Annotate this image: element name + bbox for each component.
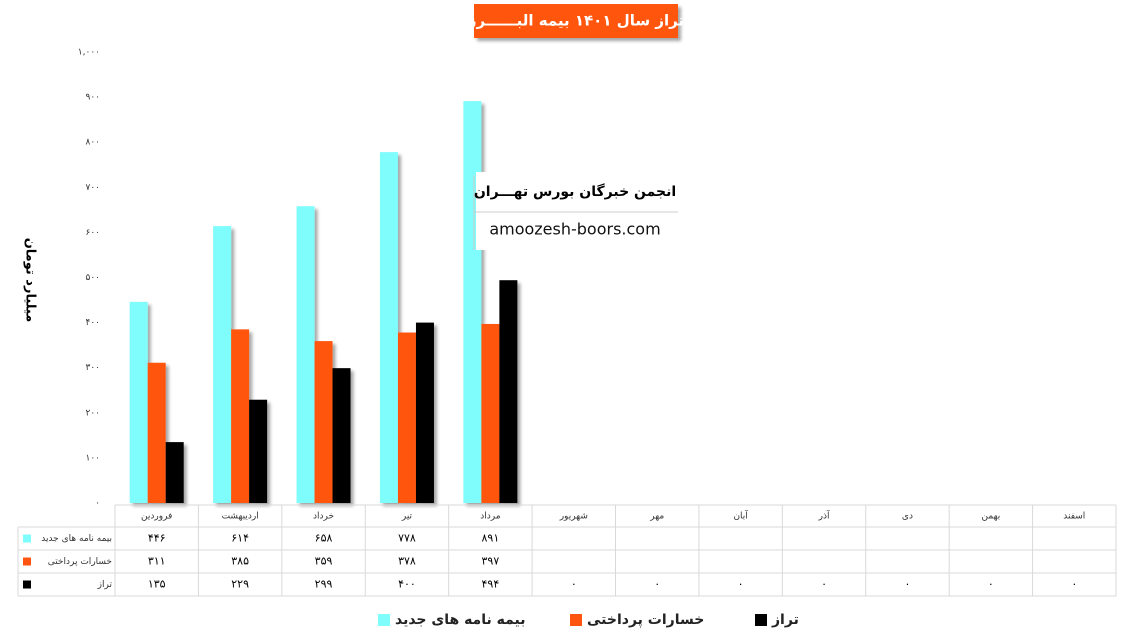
legend-label: بیمه نامه های جدید bbox=[395, 612, 525, 628]
bar bbox=[415, 322, 434, 503]
watermark-box bbox=[476, 172, 678, 250]
table-value: ۴۴۶ bbox=[148, 532, 166, 545]
table-value: ۴۹۴ bbox=[482, 578, 500, 591]
bar bbox=[332, 368, 351, 503]
bar bbox=[129, 301, 148, 503]
y-tick-label: ۶۰۰ bbox=[85, 228, 100, 238]
table-value: ۳۱۱ bbox=[148, 555, 166, 568]
table-value: ۰ bbox=[821, 578, 827, 591]
x-tick-label: بهمن bbox=[982, 512, 1001, 522]
table-row-label: بیمه نامه های جدید bbox=[41, 534, 112, 544]
table-value: ۴۰۰ bbox=[398, 578, 416, 591]
table-value: ۳۸۵ bbox=[231, 555, 249, 568]
legend-key bbox=[755, 614, 767, 626]
table-value: ۶۱۴ bbox=[231, 532, 249, 545]
bar bbox=[231, 329, 250, 503]
table-value: ۰ bbox=[654, 578, 660, 591]
x-tick-label: فروردین bbox=[141, 512, 172, 522]
chart-title: تراز سال ۱۴۰۱ بیمه البــــــرز bbox=[467, 12, 684, 30]
legend-label: تراز bbox=[771, 612, 799, 628]
table-value: ۱۳۵ bbox=[148, 578, 166, 591]
bar bbox=[499, 280, 518, 503]
table-value: ۰ bbox=[904, 578, 910, 591]
table-legend-key bbox=[23, 534, 31, 543]
x-tick-label: اسفند bbox=[1063, 512, 1085, 522]
table-value: ۲۹۹ bbox=[315, 578, 333, 591]
table-value: ۰ bbox=[571, 578, 577, 591]
x-tick-label: مهر bbox=[649, 512, 664, 522]
y-tick-label: ۳۰۰ bbox=[85, 363, 100, 373]
table-value: ۷۷۸ bbox=[398, 532, 416, 545]
y-axis-label: میلیارد تومان bbox=[23, 238, 38, 323]
y-tick-label: ۱۰۰ bbox=[85, 453, 100, 463]
legend-key bbox=[570, 614, 582, 626]
table-value: ۸۹۱ bbox=[482, 532, 500, 545]
table-value: ۶۵۸ bbox=[315, 532, 333, 545]
legend-key bbox=[378, 614, 390, 626]
bar bbox=[296, 206, 315, 503]
x-tick-label: شهریور bbox=[559, 512, 588, 522]
x-tick-label: مرداد bbox=[480, 512, 500, 522]
table-row-label: تراز bbox=[97, 580, 113, 590]
table-value: ۳۷۸ bbox=[398, 555, 416, 568]
x-tick-label: آبان bbox=[733, 510, 748, 522]
watermark-url: amoozesh-boors.com bbox=[489, 220, 660, 239]
y-tick-label: ۰ bbox=[95, 499, 100, 509]
table-row-label: خسارات پرداختی bbox=[48, 557, 112, 567]
table-value: ۰ bbox=[1071, 578, 1077, 591]
table-value: ۰ bbox=[738, 578, 744, 591]
bar bbox=[165, 442, 184, 503]
x-tick-label: تیر bbox=[401, 512, 413, 522]
table-value: ۳۵۹ bbox=[315, 555, 333, 568]
legend-label: خسارات پرداختی bbox=[587, 612, 704, 628]
table-legend-key bbox=[23, 580, 31, 589]
title-box bbox=[474, 4, 678, 38]
y-tick-label: ۴۰۰ bbox=[85, 318, 100, 328]
table-value: ۳۹۷ bbox=[482, 555, 500, 568]
y-tick-label: ۲۰۰ bbox=[85, 408, 100, 418]
bar bbox=[147, 362, 166, 503]
bar bbox=[379, 152, 398, 503]
table-legend-key bbox=[23, 557, 31, 566]
y-tick-label: ۷۰۰ bbox=[85, 183, 100, 193]
x-tick-label: خرداد bbox=[313, 512, 334, 522]
bar bbox=[463, 101, 482, 503]
y-tick-label: ۹۰۰ bbox=[85, 93, 100, 103]
y-tick-label: ۵۰۰ bbox=[85, 273, 100, 283]
x-tick-label: اردیبهشت bbox=[222, 512, 259, 522]
x-tick-label: آذر bbox=[818, 510, 830, 522]
y-tick-label: ۸۰۰ bbox=[85, 138, 100, 148]
watermark-title: انجمن خبرگان بورس تهـــران bbox=[474, 183, 676, 200]
x-tick-label: دی bbox=[902, 512, 913, 522]
bar bbox=[249, 399, 268, 503]
y-tick-label: ۱,۰۰۰ bbox=[78, 48, 100, 58]
bar bbox=[213, 226, 232, 503]
table-value: ۰ bbox=[988, 578, 994, 591]
bar bbox=[314, 341, 333, 503]
bar bbox=[397, 332, 416, 503]
bar bbox=[481, 323, 500, 503]
table-value: ۲۲۹ bbox=[231, 578, 249, 591]
